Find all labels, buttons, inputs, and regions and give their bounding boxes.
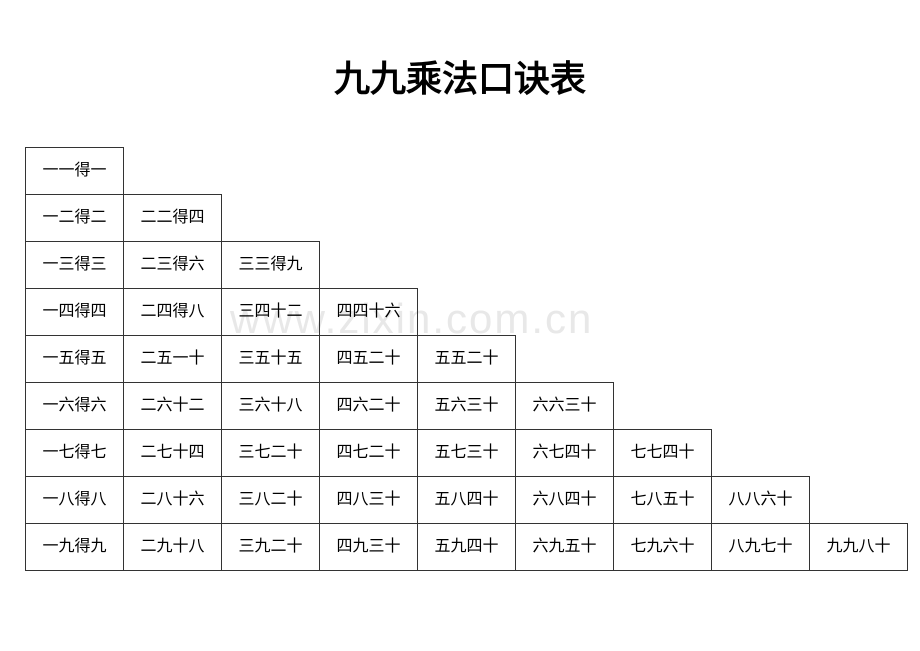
table-cell xyxy=(810,148,908,195)
table-cell xyxy=(810,430,908,477)
table-cell: 一七得七 xyxy=(26,430,124,477)
table-cell: 八九七十 xyxy=(712,524,810,571)
table-cell xyxy=(614,148,712,195)
table-cell xyxy=(810,289,908,336)
table-cell: 四六二十 xyxy=(320,383,418,430)
table-cell: 八八六十 xyxy=(712,477,810,524)
table-row: 一一得一 xyxy=(26,148,908,195)
table-cell: 五八四十 xyxy=(418,477,516,524)
table-cell xyxy=(418,148,516,195)
table-cell: 二五一十 xyxy=(124,336,222,383)
table-cell: 四七二十 xyxy=(320,430,418,477)
table-cell: 五五二十 xyxy=(418,336,516,383)
table-cell xyxy=(516,336,614,383)
table-cell: 六九五十 xyxy=(516,524,614,571)
table-cell xyxy=(614,242,712,289)
table-cell: 九九八十 xyxy=(810,524,908,571)
table-cell xyxy=(320,242,418,289)
table-cell xyxy=(614,289,712,336)
table-cell: 四八三十 xyxy=(320,477,418,524)
table-cell: 一一得一 xyxy=(26,148,124,195)
multiplication-table: 一一得一一二得二二二得四一三得三二三得六三三得九一四得四二四得八三四十二四四十六… xyxy=(25,147,908,571)
table-cell: 二七十四 xyxy=(124,430,222,477)
table-cell: 二三得六 xyxy=(124,242,222,289)
table-cell xyxy=(124,148,222,195)
table-row: 一六得六二六十二三六十八四六二十五六三十六六三十 xyxy=(26,383,908,430)
table-cell xyxy=(516,148,614,195)
table-cell: 三八二十 xyxy=(222,477,320,524)
table-row: 一二得二二二得四 xyxy=(26,195,908,242)
table-cell xyxy=(222,195,320,242)
table-cell xyxy=(712,242,810,289)
table-cell xyxy=(222,148,320,195)
table-cell xyxy=(320,148,418,195)
table-cell: 二六十二 xyxy=(124,383,222,430)
table-cell: 六六三十 xyxy=(516,383,614,430)
table-cell xyxy=(712,289,810,336)
table-cell: 五九四十 xyxy=(418,524,516,571)
table-cell: 一四得四 xyxy=(26,289,124,336)
table-cell: 五七三十 xyxy=(418,430,516,477)
table-cell xyxy=(712,430,810,477)
table-cell: 三九二十 xyxy=(222,524,320,571)
table-cell: 三三得九 xyxy=(222,242,320,289)
table-cell: 四四十六 xyxy=(320,289,418,336)
table-cell xyxy=(712,383,810,430)
table-cell: 七七四十 xyxy=(614,430,712,477)
table-cell xyxy=(614,195,712,242)
table-cell xyxy=(810,477,908,524)
table-cell: 五六三十 xyxy=(418,383,516,430)
table-row: 一八得八二八十六三八二十四八三十五八四十六八四十七八五十八八六十 xyxy=(26,477,908,524)
table-cell xyxy=(712,148,810,195)
table-row: 一三得三二三得六三三得九 xyxy=(26,242,908,289)
table-cell xyxy=(614,383,712,430)
table-cell xyxy=(418,289,516,336)
table-cell xyxy=(320,195,418,242)
table-cell xyxy=(810,336,908,383)
table-cell: 一三得三 xyxy=(26,242,124,289)
table-cell: 三七二十 xyxy=(222,430,320,477)
table-row: 一四得四二四得八三四十二四四十六 xyxy=(26,289,908,336)
table-cell xyxy=(810,195,908,242)
table-cell: 一五得五 xyxy=(26,336,124,383)
table-cell: 四五二十 xyxy=(320,336,418,383)
page-title: 九九乘法口诀表 xyxy=(0,50,920,102)
table-cell xyxy=(516,242,614,289)
table-cell: 一六得六 xyxy=(26,383,124,430)
table-cell: 四九三十 xyxy=(320,524,418,571)
table-cell xyxy=(516,289,614,336)
table-cell xyxy=(418,242,516,289)
table-cell: 七九六十 xyxy=(614,524,712,571)
table-cell: 六八四十 xyxy=(516,477,614,524)
table-cell xyxy=(712,336,810,383)
table-cell: 二二得四 xyxy=(124,195,222,242)
table-cell: 六七四十 xyxy=(516,430,614,477)
table-cell: 七八五十 xyxy=(614,477,712,524)
table-cell: 一二得二 xyxy=(26,195,124,242)
multiplication-table-container: 一一得一一二得二二二得四一三得三二三得六三三得九一四得四二四得八三四十二四四十六… xyxy=(25,147,920,571)
table-cell xyxy=(712,195,810,242)
table-cell: 三四十二 xyxy=(222,289,320,336)
table-cell: 三六十八 xyxy=(222,383,320,430)
table-cell: 一九得九 xyxy=(26,524,124,571)
table-cell: 二四得八 xyxy=(124,289,222,336)
table-row: 一九得九二九十八三九二十四九三十五九四十六九五十七九六十八九七十九九八十 xyxy=(26,524,908,571)
table-cell xyxy=(418,195,516,242)
table-cell xyxy=(810,383,908,430)
table-cell xyxy=(516,195,614,242)
table-cell xyxy=(810,242,908,289)
table-cell: 二八十六 xyxy=(124,477,222,524)
table-cell xyxy=(614,336,712,383)
table-cell: 三五十五 xyxy=(222,336,320,383)
table-cell: 一八得八 xyxy=(26,477,124,524)
table-row: 一五得五二五一十三五十五四五二十五五二十 xyxy=(26,336,908,383)
table-cell: 二九十八 xyxy=(124,524,222,571)
table-row: 一七得七二七十四三七二十四七二十五七三十六七四十七七四十 xyxy=(26,430,908,477)
